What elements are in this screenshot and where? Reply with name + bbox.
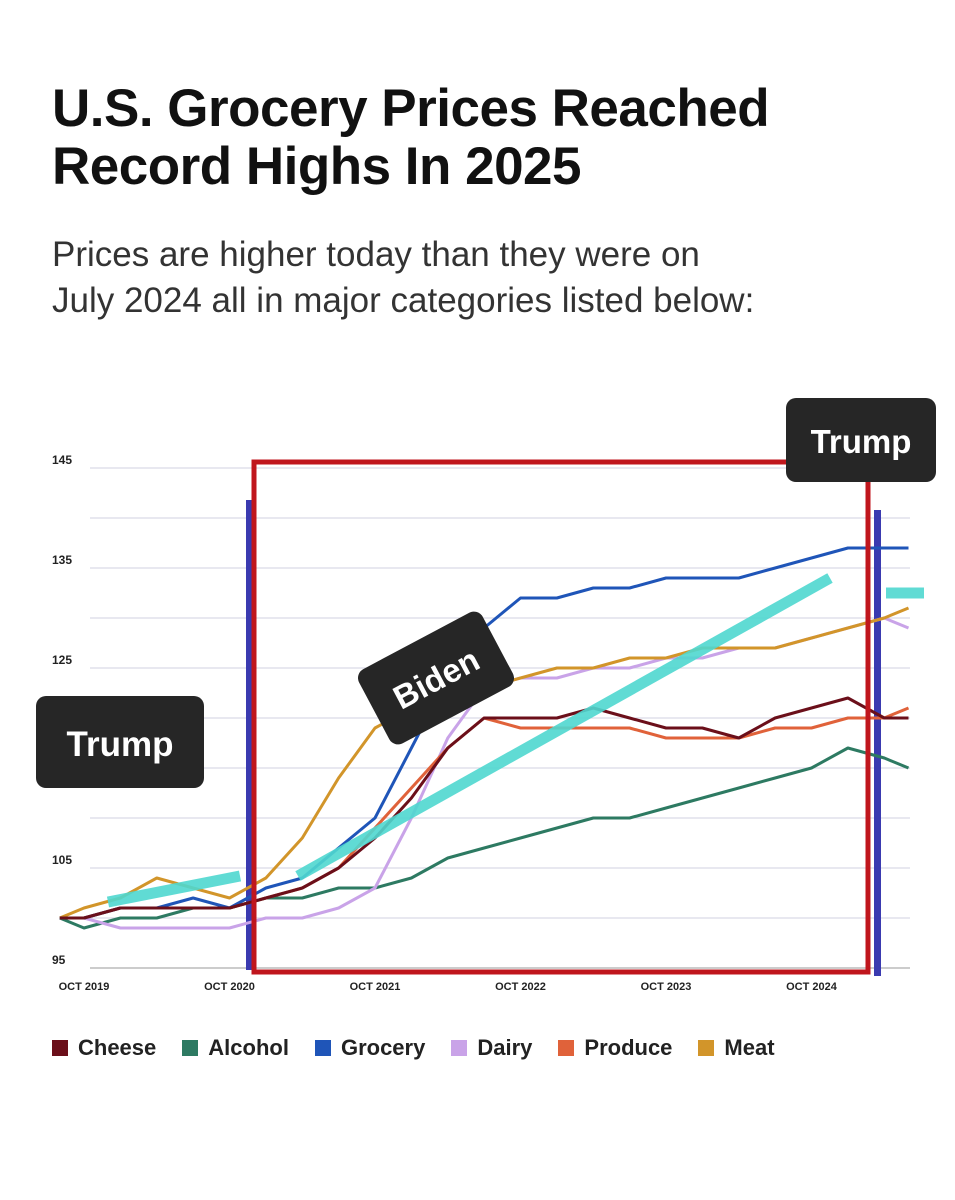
x-tick-label: OCT 2021 (350, 981, 401, 993)
legend-swatch-cheese (52, 1040, 68, 1056)
chart-legend: Cheese Alcohol Grocery Dairy Produce Mea… (52, 1034, 801, 1062)
trend-line-biden (295, 573, 833, 881)
legend-label-produce: Produce (584, 1035, 673, 1060)
oct-2020-boundary-bar (246, 500, 252, 970)
trump-right-label-background (786, 398, 936, 482)
trend-line-trump-first (106, 870, 242, 908)
term-boundary-bars (246, 500, 881, 976)
chart-title-line-1: U.S. Grocery Prices Reached (52, 79, 770, 138)
y-tick-label: 145 (52, 453, 72, 467)
x-tick-label: OCT 2024 (786, 981, 838, 993)
trump-left-label-background (36, 696, 204, 788)
legend-item-produce: Produce (558, 1035, 672, 1061)
x-tick-label: OCT 2022 (495, 981, 546, 993)
legend-label-cheese: Cheese (78, 1035, 157, 1060)
legend-swatch-produce (558, 1040, 575, 1056)
chart-subtitle-line-1: Prices are higher today than they were o… (52, 235, 700, 274)
legend-label-dairy: Dairy (477, 1035, 533, 1060)
chart-title: U.S. Grocery Prices Reached Record Highs… (52, 80, 932, 196)
chart-title-line-2: Record Highs In 2025 (52, 137, 582, 196)
legend-swatch-alcohol (182, 1040, 199, 1056)
trump-right-label: Trump (786, 398, 936, 482)
jan-2025-boundary-bar (874, 510, 881, 976)
x-tick-label: OCT 2023 (641, 981, 692, 993)
legend-swatch-grocery (314, 1040, 331, 1056)
trump-left-label-text: Trump (67, 725, 174, 764)
y-tick-label: 125 (52, 653, 72, 667)
legend-item-meat: Meat (698, 1035, 775, 1061)
legend-item-cheese: Cheese (52, 1035, 156, 1061)
x-tick-label: OCT 2020 (204, 981, 255, 993)
y-tick-label: 135 (52, 553, 72, 567)
y-tick-label: 95 (52, 953, 66, 967)
legend-item-alcohol: Alcohol (182, 1035, 289, 1061)
trump-right-label-text: Trump (811, 423, 912, 460)
legend-swatch-meat (698, 1040, 715, 1056)
biden-label: Biden (358, 611, 514, 745)
legend-label-alcohol: Alcohol (208, 1035, 289, 1060)
legend-label-grocery: Grocery (340, 1035, 426, 1060)
chart-subtitle: Prices are higher today than they were o… (52, 232, 932, 324)
biden-label-background (358, 611, 514, 745)
trend-lines (106, 573, 924, 908)
trump-left-label: Trump (36, 696, 204, 788)
series-line-cheese (59, 696, 909, 920)
y-tick-label: 105 (52, 853, 72, 867)
x-tick-label: OCT 2019 (59, 981, 110, 993)
legend-label-meat: Meat (724, 1035, 775, 1060)
y-axis-ticks: 95 105 125 135 145 (52, 453, 72, 967)
biden-term-box (251, 459, 871, 975)
legend-swatch-dairy (451, 1040, 468, 1056)
x-axis-ticks: OCT 2019 OCT 2020 OCT 2021 OCT 2022 OCT 2023… (59, 981, 838, 993)
legend-item-dairy: Dairy (451, 1035, 532, 1061)
legend-item-grocery: Grocery (314, 1035, 426, 1061)
chart-subtitle-line-2: July 2024 all in major categories listed… (52, 281, 755, 320)
